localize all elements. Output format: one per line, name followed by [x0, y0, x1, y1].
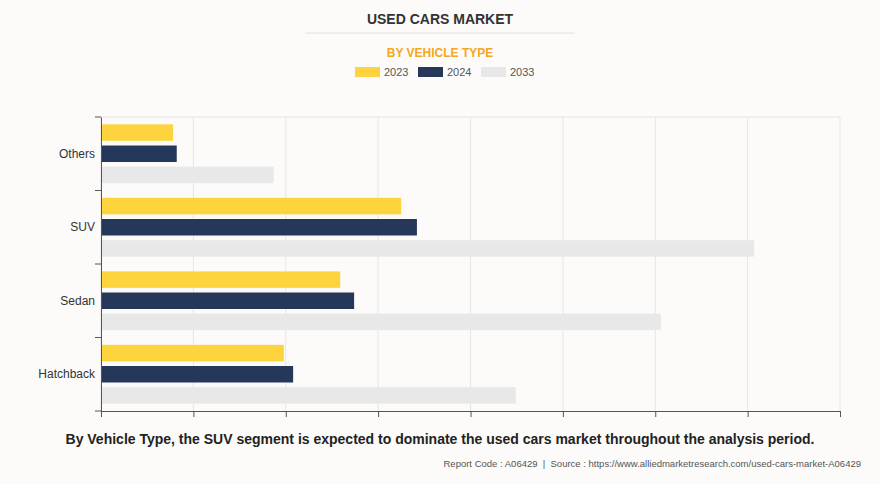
- source-note: Report Code : A06429 | Source : https://…: [444, 458, 862, 469]
- caption: By Vehicle Type, the SUV segment is expe…: [66, 431, 815, 447]
- x-axis: [102, 411, 841, 417]
- y-axis: Others SUV Sedan Hatchback: [38, 118, 101, 412]
- bar: [101, 198, 401, 214]
- bar: [101, 366, 293, 382]
- legend-swatch: [355, 67, 380, 77]
- bar: [101, 345, 284, 361]
- bar: [101, 240, 754, 256]
- y-tick-label: Sedan: [60, 294, 95, 308]
- legend-item: 2033: [481, 66, 534, 78]
- title: USED CARS MARKET: [367, 11, 514, 27]
- x-tick-mark: [193, 411, 194, 417]
- legend-item: 2023: [355, 66, 408, 78]
- x-tick-mark: [286, 411, 287, 417]
- y-tick: Hatchback: [38, 367, 101, 381]
- x-tick-mark: [655, 411, 656, 417]
- y-tick-label: SUV: [70, 220, 95, 234]
- bar: [101, 124, 173, 140]
- grid-line: [378, 117, 379, 411]
- y-axis-line: [101, 118, 102, 412]
- title-rule: [305, 33, 575, 34]
- grid-line: [655, 117, 656, 411]
- bar: [101, 293, 354, 309]
- bar: [101, 387, 516, 403]
- x-tick-mark: [378, 411, 379, 417]
- legend-swatch: [481, 67, 506, 77]
- legend-swatch: [418, 67, 443, 77]
- bar: [101, 167, 274, 183]
- y-tick: Others: [59, 147, 101, 161]
- grid-line: [562, 117, 563, 411]
- x-axis-line: [102, 412, 841, 418]
- x-tick: [286, 411, 287, 417]
- bar: [101, 271, 340, 287]
- plot: Others SUV Sedan Hatchback: [38, 117, 840, 417]
- x-tick: [378, 411, 379, 417]
- grid-line: [840, 117, 841, 411]
- subtitle: BY VEHICLE TYPE: [387, 46, 493, 60]
- legend-label: 2024: [447, 66, 471, 78]
- x-tick: [840, 411, 841, 417]
- bar: [101, 219, 417, 235]
- bars: [101, 124, 754, 403]
- grid-line: [470, 117, 471, 411]
- x-tick: [748, 411, 749, 417]
- grid-line: [747, 117, 748, 411]
- x-tick-mark: [471, 411, 472, 417]
- category-separator: [95, 411, 101, 412]
- legend-label: 2033: [510, 66, 534, 78]
- x-tick-mark: [563, 411, 564, 417]
- bar: [101, 314, 661, 330]
- x-tick: [193, 411, 194, 417]
- y-tick: Sedan: [60, 294, 101, 308]
- x-tick: [471, 411, 472, 417]
- y-tick-label: Hatchback: [38, 367, 96, 381]
- x-tick-mark: [840, 411, 841, 417]
- legend: 2023 2024 2033: [355, 66, 534, 78]
- legend-label: 2023: [384, 66, 408, 78]
- x-tick: [563, 411, 564, 417]
- bar: [101, 146, 177, 162]
- x-tick-mark: [748, 411, 749, 417]
- category-separator: [95, 117, 101, 118]
- x-tick: [655, 411, 656, 417]
- legend-item: 2024: [418, 66, 471, 78]
- y-tick-label: Others: [59, 147, 95, 161]
- x-tick: [101, 411, 102, 417]
- chart: USED CARS MARKETBY VEHICLE TYPE202320242…: [0, 0, 880, 484]
- category-separator: [95, 337, 101, 338]
- category-separator: [95, 264, 101, 265]
- category-separator: [95, 190, 101, 191]
- x-tick-mark: [101, 411, 102, 417]
- y-tick: SUV: [70, 220, 101, 234]
